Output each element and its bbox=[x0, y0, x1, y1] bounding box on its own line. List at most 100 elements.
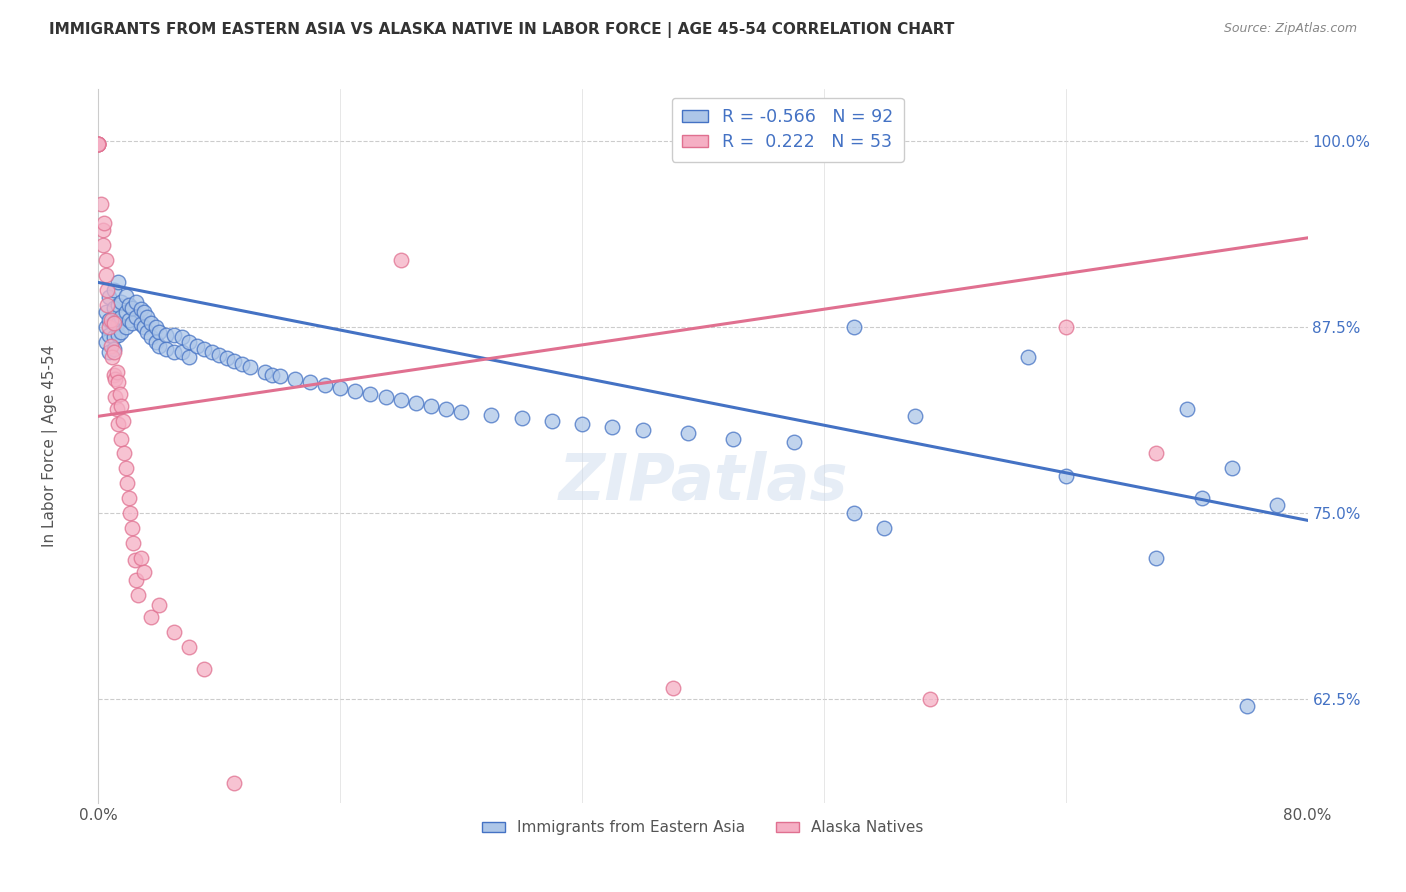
Point bbox=[90, 196, 112, 211]
Point bbox=[114, 320, 136, 334]
Point bbox=[661, 681, 683, 696]
Point bbox=[125, 294, 148, 309]
Point bbox=[186, 339, 208, 353]
Point bbox=[110, 399, 132, 413]
Point bbox=[104, 390, 127, 404]
Point bbox=[107, 375, 129, 389]
Point bbox=[132, 320, 155, 334]
Point bbox=[163, 624, 186, 639]
Point bbox=[374, 390, 396, 404]
Point bbox=[122, 535, 145, 549]
Point bbox=[193, 662, 215, 676]
Point bbox=[179, 334, 201, 349]
Point bbox=[98, 312, 121, 326]
Point bbox=[108, 387, 131, 401]
Point bbox=[571, 417, 593, 431]
Point bbox=[141, 316, 163, 330]
Point bbox=[104, 372, 127, 386]
Point bbox=[262, 368, 284, 382]
Point bbox=[115, 476, 138, 491]
Point bbox=[163, 345, 186, 359]
Point bbox=[107, 276, 129, 290]
Point bbox=[269, 369, 291, 384]
Point bbox=[87, 137, 110, 152]
Point bbox=[1017, 350, 1039, 364]
Point bbox=[94, 305, 117, 319]
Point bbox=[87, 137, 110, 152]
Point bbox=[114, 461, 136, 475]
Point bbox=[918, 691, 941, 706]
Point bbox=[112, 446, 135, 460]
Point bbox=[1054, 320, 1077, 334]
Point bbox=[783, 434, 806, 449]
Point bbox=[94, 268, 117, 282]
Point bbox=[107, 327, 129, 342]
Point bbox=[231, 357, 253, 371]
Point bbox=[94, 253, 117, 268]
Point bbox=[101, 350, 124, 364]
Point bbox=[299, 375, 322, 389]
Point bbox=[107, 316, 129, 330]
Point bbox=[129, 550, 152, 565]
Point bbox=[179, 350, 201, 364]
Legend: Immigrants from Eastern Asia, Alaska Natives: Immigrants from Eastern Asia, Alaska Nat… bbox=[477, 814, 929, 841]
Point bbox=[105, 365, 128, 379]
Point bbox=[94, 334, 117, 349]
Point bbox=[103, 301, 125, 315]
Point bbox=[105, 401, 128, 416]
Point bbox=[329, 381, 352, 395]
Point bbox=[510, 410, 533, 425]
Point bbox=[145, 320, 167, 334]
Point bbox=[118, 312, 141, 326]
Point bbox=[132, 566, 155, 580]
Point bbox=[120, 506, 142, 520]
Point bbox=[103, 345, 125, 359]
Point bbox=[110, 432, 132, 446]
Point bbox=[124, 553, 146, 567]
Point bbox=[434, 401, 457, 416]
Point bbox=[1144, 446, 1167, 460]
Point bbox=[110, 310, 132, 324]
Point bbox=[344, 384, 367, 398]
Point bbox=[450, 405, 472, 419]
Point bbox=[224, 354, 246, 368]
Point bbox=[121, 521, 143, 535]
Point bbox=[239, 360, 262, 375]
Point bbox=[844, 506, 866, 520]
Point bbox=[723, 432, 745, 446]
Point bbox=[314, 378, 336, 392]
Text: Source: ZipAtlas.com: Source: ZipAtlas.com bbox=[1223, 22, 1357, 36]
Point bbox=[103, 330, 125, 344]
Point bbox=[98, 345, 121, 359]
Point bbox=[118, 491, 141, 505]
Point bbox=[170, 345, 193, 359]
Point bbox=[135, 310, 157, 324]
Point bbox=[1220, 461, 1243, 475]
Point bbox=[602, 419, 624, 434]
Point bbox=[111, 414, 134, 428]
Point bbox=[103, 368, 125, 382]
Point bbox=[127, 588, 149, 602]
Point bbox=[91, 223, 114, 237]
Point bbox=[135, 325, 157, 339]
Point bbox=[540, 414, 562, 428]
Point bbox=[284, 372, 307, 386]
Point bbox=[107, 417, 129, 431]
Point bbox=[96, 298, 118, 312]
Point bbox=[844, 320, 866, 334]
Point bbox=[1191, 491, 1213, 505]
Point bbox=[98, 320, 121, 334]
Point bbox=[253, 365, 276, 379]
Point bbox=[103, 283, 125, 297]
Point bbox=[201, 345, 224, 359]
Point bbox=[148, 325, 170, 339]
Point bbox=[163, 327, 186, 342]
Point bbox=[904, 409, 927, 424]
Point bbox=[1175, 401, 1198, 416]
Point bbox=[121, 301, 143, 315]
Point bbox=[125, 310, 148, 324]
Point bbox=[118, 298, 141, 312]
Point bbox=[481, 408, 503, 422]
Y-axis label: In Labor Force | Age 45-54: In Labor Force | Age 45-54 bbox=[42, 345, 58, 547]
Point bbox=[107, 298, 129, 312]
